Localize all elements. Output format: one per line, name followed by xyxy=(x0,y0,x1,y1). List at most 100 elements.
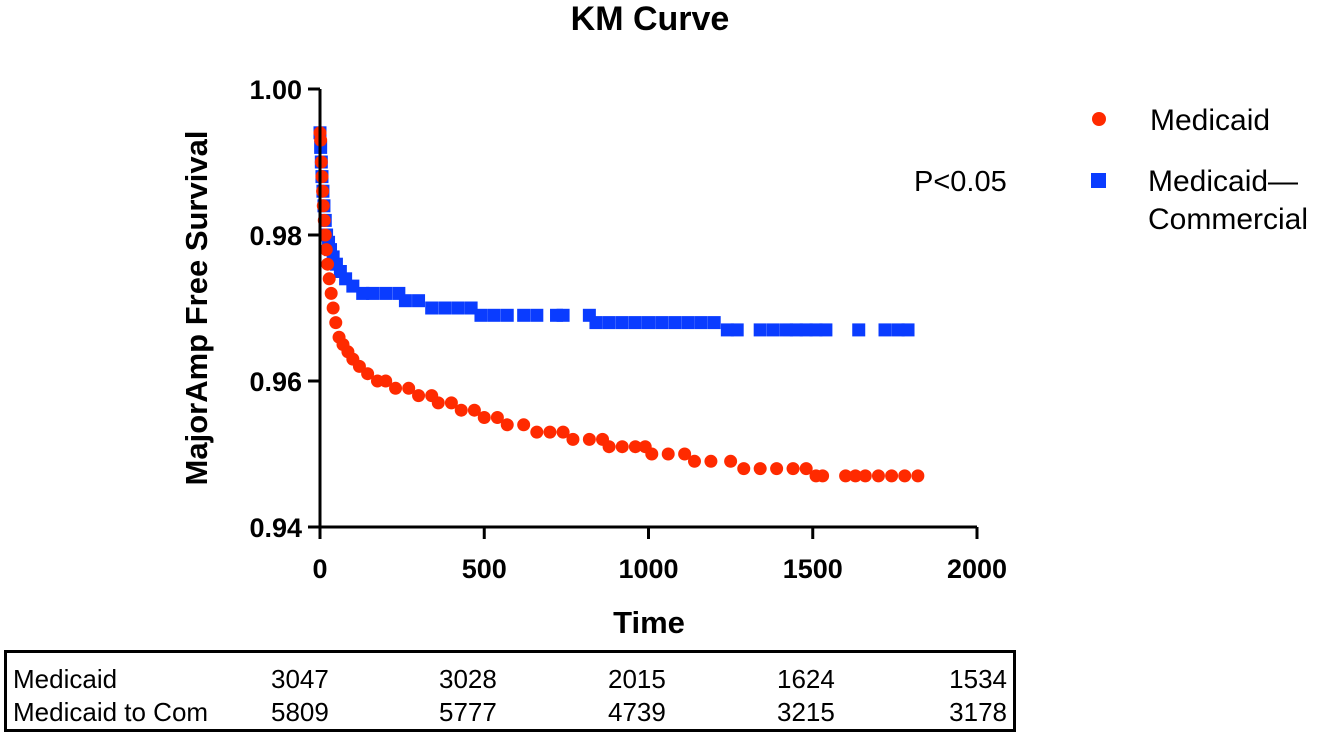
data-point xyxy=(602,316,616,330)
data-point xyxy=(500,418,514,432)
data-point xyxy=(661,447,675,461)
data-point xyxy=(464,301,478,315)
data-point xyxy=(816,469,830,483)
data-point xyxy=(809,323,823,337)
data-point xyxy=(379,286,393,300)
data-point xyxy=(819,323,833,337)
risk-value: 3028 xyxy=(439,664,497,694)
risk-row-medicaid: Medicaid 3047 3028 2015 1624 1534 xyxy=(13,663,1007,695)
legend-marker-square xyxy=(1091,173,1106,188)
data-point xyxy=(322,272,336,286)
data-point xyxy=(530,425,544,439)
data-point xyxy=(361,367,375,381)
risk-value: 2015 xyxy=(608,664,666,694)
data-point xyxy=(356,286,370,300)
data-point xyxy=(848,469,862,483)
data-point xyxy=(786,462,800,476)
data-point xyxy=(615,440,629,454)
data-point xyxy=(737,462,751,476)
risk-value: 3047 xyxy=(271,664,329,694)
data-point xyxy=(329,316,343,330)
plot-area xyxy=(313,126,925,483)
data-point xyxy=(858,469,872,483)
legend-label: Medicaid— Commercial xyxy=(1148,165,1308,236)
data-point xyxy=(316,184,330,198)
data-point xyxy=(315,170,329,184)
data-point xyxy=(412,294,426,308)
data-point xyxy=(615,316,629,330)
data-point xyxy=(487,308,501,322)
x-axis-title: Time xyxy=(613,605,685,640)
data-point xyxy=(321,257,335,271)
data-point xyxy=(438,301,452,315)
data-point xyxy=(389,381,403,395)
data-point xyxy=(901,323,915,337)
risk-row-label: Medicaid xyxy=(13,664,118,694)
x-tick-label: 500 xyxy=(462,554,507,584)
data-point xyxy=(799,462,813,476)
risk-row-medicaid-to-com: Medicaid to Com 5809 5777 4739 3215 3178 xyxy=(13,696,1007,728)
legend-label: Medicaid xyxy=(1150,104,1270,137)
y-tick-label: 1.00 xyxy=(249,75,302,105)
data-point xyxy=(346,279,360,293)
data-point xyxy=(724,454,738,468)
data-point xyxy=(318,228,332,242)
data-point xyxy=(425,301,439,315)
data-point xyxy=(366,286,380,300)
data-point xyxy=(398,294,412,308)
y-axis-title: MajorAmp Free Survival xyxy=(179,131,214,486)
data-point xyxy=(766,323,780,337)
data-point xyxy=(477,411,491,424)
risk-value: 5777 xyxy=(439,697,497,727)
data-point xyxy=(517,418,531,432)
data-point xyxy=(490,411,504,424)
y-tick-label: 0.96 xyxy=(249,367,302,397)
data-point xyxy=(770,462,784,476)
data-point xyxy=(402,381,416,395)
risk-value: 1534 xyxy=(949,664,1007,694)
legend: Medicaid Medicaid— Commercial xyxy=(1091,104,1308,236)
data-point xyxy=(628,316,642,330)
p-value-annotation: P<0.05 xyxy=(914,166,1007,198)
data-point xyxy=(891,323,905,337)
data-point xyxy=(789,323,803,337)
data-point xyxy=(326,301,340,315)
data-point xyxy=(871,469,885,483)
data-point xyxy=(500,308,514,322)
data-point xyxy=(589,316,603,330)
data-point xyxy=(645,447,659,461)
data-point xyxy=(694,316,708,330)
series-medicaid xyxy=(313,126,925,483)
data-point xyxy=(668,316,682,330)
data-point xyxy=(602,440,616,454)
data-point xyxy=(556,425,570,439)
x-tick-label: 0 xyxy=(312,554,327,584)
y-tick-label: 0.98 xyxy=(249,221,302,251)
data-point xyxy=(444,396,458,410)
risk-value: 5809 xyxy=(271,697,329,727)
data-point xyxy=(799,323,813,337)
data-point xyxy=(753,323,767,337)
data-point xyxy=(324,286,338,300)
x-axis: 0 500 1000 1500 2000 xyxy=(312,525,1007,584)
y-tick-label: 0.94 xyxy=(249,513,302,543)
data-point xyxy=(474,308,488,322)
chart-title: KM Curve xyxy=(571,0,730,38)
series-medicaid-commercial xyxy=(313,126,915,337)
data-point xyxy=(412,389,426,403)
data-point xyxy=(678,447,692,461)
data-point xyxy=(543,425,557,439)
data-point xyxy=(319,243,333,257)
data-point xyxy=(707,316,721,330)
data-point xyxy=(582,432,596,446)
data-point xyxy=(911,469,925,483)
km-chart: KM Curve 0.94 0.96 0.98 1.00 0 500 1000 1500 20… xyxy=(179,0,1308,640)
data-point xyxy=(379,374,393,388)
data-point xyxy=(753,462,767,476)
data-point xyxy=(431,396,445,410)
data-point xyxy=(556,308,570,322)
data-point xyxy=(687,454,701,468)
data-point xyxy=(730,323,744,337)
data-point xyxy=(885,469,899,483)
data-point xyxy=(779,323,793,337)
